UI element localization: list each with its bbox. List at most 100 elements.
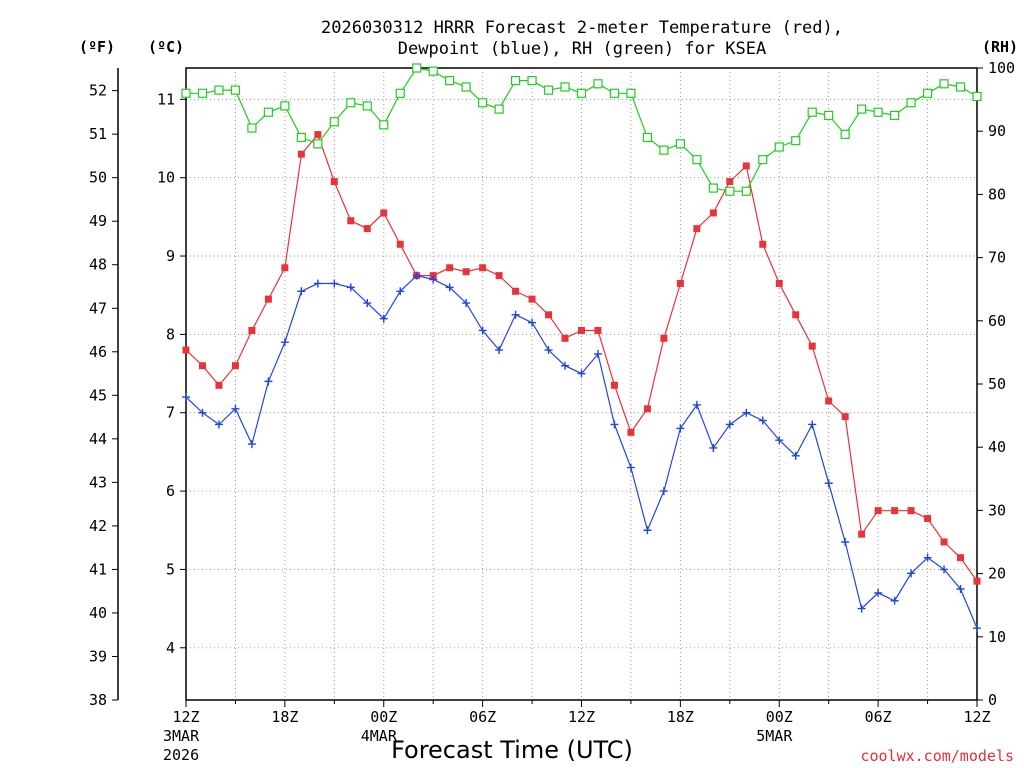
- rh-point: [725, 186, 735, 196]
- temperature-point: [627, 428, 635, 436]
- dewpoint-point: [528, 318, 537, 327]
- temperature-point: [874, 507, 882, 515]
- rh-point: [807, 107, 817, 117]
- chart-title-line2: Dewpoint (blue), RH (green) for KSEA: [398, 39, 766, 59]
- data-series: [181, 63, 982, 633]
- temperature-point: [825, 397, 833, 405]
- temperature-point: [545, 311, 553, 319]
- rh-point: [824, 110, 834, 121]
- rh-point: [247, 123, 257, 133]
- dewpoint-point: [676, 424, 685, 433]
- celsius-tick-label: 5: [166, 560, 175, 578]
- dewpoint-point: [857, 604, 866, 613]
- temperature-point: [742, 162, 750, 170]
- rh-point: [774, 142, 784, 152]
- temperature-point: [693, 225, 701, 233]
- temperature-point: [891, 507, 899, 515]
- x-tick-date-label: 4MAR: [361, 727, 398, 745]
- dewpoint-point: [758, 416, 767, 425]
- dewpoint-point: [495, 346, 504, 355]
- dewpoint-point: [610, 420, 619, 429]
- rh-point: [840, 129, 850, 139]
- temperature-point: [215, 381, 223, 389]
- x-tick-label: 06Z: [865, 708, 892, 726]
- x-tick-label: 00Z: [370, 708, 397, 726]
- fahrenheit-tick-label: 46: [89, 343, 107, 361]
- rh-point: [741, 186, 751, 196]
- dewpoint-point: [742, 408, 751, 417]
- fahrenheit-tick-label: 51: [89, 125, 107, 143]
- temperature-point: [940, 538, 948, 546]
- grid-lines: [186, 68, 977, 700]
- rh-point: [543, 85, 554, 95]
- celsius-unit-label: (ºC): [148, 38, 184, 56]
- temperature-point: [347, 217, 355, 225]
- temperature-point: [726, 178, 734, 186]
- dewpoint-point: [429, 275, 438, 284]
- rh-point: [329, 117, 339, 127]
- dewpoint-point: [874, 588, 883, 597]
- temperature-point: [924, 514, 932, 522]
- rh-point: [296, 132, 306, 143]
- rh-point: [972, 91, 982, 102]
- temperature-point: [314, 131, 322, 139]
- dewpoint-point: [544, 346, 553, 355]
- fahrenheit-tick-label: 45: [89, 386, 107, 404]
- rh-point: [313, 139, 323, 149]
- dewpoint-point: [198, 408, 207, 417]
- dewpoint-point: [478, 326, 487, 335]
- rh-point: [906, 98, 916, 108]
- x-tick-year-label: 2026: [163, 746, 199, 764]
- rh-point: [346, 98, 356, 108]
- temperature-point: [182, 346, 190, 354]
- rh-point: [758, 155, 768, 165]
- rh-point: [576, 88, 587, 98]
- dewpoint-point: [626, 463, 635, 472]
- x-tick-label: 12Z: [568, 708, 595, 726]
- fahrenheit-tick-label: 44: [89, 430, 107, 448]
- x-tick-label: 12Z: [172, 708, 199, 726]
- rh-point: [263, 107, 273, 117]
- rh-point: [593, 79, 603, 89]
- dewpoint-point: [593, 349, 602, 358]
- temperature-point: [462, 268, 470, 276]
- temperature-point: [957, 554, 965, 562]
- temperature-point: [446, 264, 454, 272]
- temperature-point: [248, 326, 256, 334]
- rh-point: [642, 132, 653, 143]
- x-tick-date-label: 5MAR: [756, 727, 793, 745]
- rh-point: [922, 88, 933, 98]
- dewpoint-point: [577, 369, 586, 378]
- temperature-point: [808, 342, 816, 350]
- temperature-point: [380, 209, 388, 217]
- fahrenheit-tick-label: 47: [89, 299, 107, 317]
- temperature-point: [709, 209, 717, 217]
- temperature-point: [660, 334, 668, 342]
- dewpoint-point: [973, 624, 981, 633]
- dewpoint-point: [561, 361, 570, 370]
- x-axis-title: Forecast Time (UTC): [391, 736, 633, 764]
- series-temperature: [182, 131, 981, 585]
- rh-tick-label: 70: [988, 249, 1006, 267]
- chart-title-line1: 2026030312 HRRR Forecast 2-meter Tempera…: [321, 18, 843, 38]
- rh-point: [379, 120, 389, 130]
- rh-point: [494, 104, 504, 114]
- rh-tick-label: 40: [988, 438, 1006, 456]
- temperature-point: [561, 334, 569, 342]
- celsius-tick-label: 8: [166, 325, 175, 343]
- temperature-point: [792, 311, 800, 319]
- dewpoint-point: [940, 565, 949, 574]
- rh-point: [527, 76, 537, 86]
- dewpoint-point: [643, 526, 652, 535]
- temperature-point: [594, 326, 602, 334]
- dewpoint-point: [841, 537, 850, 546]
- rh-point: [890, 110, 900, 121]
- rh-point: [478, 98, 488, 108]
- celsius-tick-label: 11: [157, 90, 175, 108]
- rh-point: [181, 88, 191, 98]
- credit-text: coolwx.com/models: [860, 747, 1014, 765]
- temperature-line: [185, 133, 978, 582]
- dewpoint-point: [808, 420, 817, 429]
- rh-point: [445, 76, 455, 86]
- temperature-point: [841, 413, 849, 421]
